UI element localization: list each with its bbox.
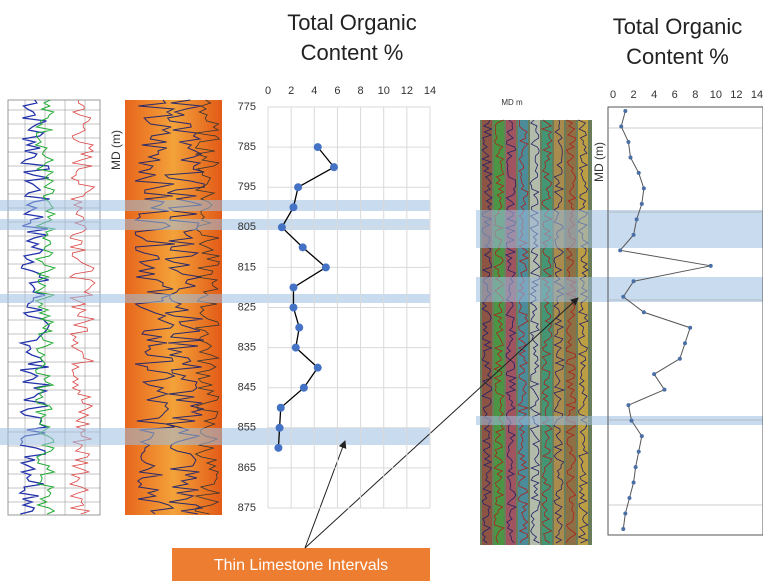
x-tick-label: 6 — [672, 89, 678, 101]
toc-point — [642, 310, 646, 314]
toc-point — [623, 109, 627, 113]
toc-point — [274, 444, 282, 452]
toc-point — [634, 465, 638, 469]
toc-point — [300, 384, 308, 392]
x-tick-label: 0 — [610, 89, 616, 101]
band — [476, 416, 763, 425]
y-axis-label: MD (m) — [592, 142, 606, 182]
toc-point — [635, 217, 639, 221]
toc-point — [276, 424, 284, 432]
toc-point — [289, 283, 297, 291]
figure: Thin Limestone Intervals MD (m) MD (m) M… — [0, 0, 763, 581]
y-tick-label: 855 — [238, 422, 256, 434]
toc-point — [626, 140, 630, 144]
toc-point — [632, 279, 636, 283]
chart-title: Total Organic Content % — [262, 8, 442, 68]
band — [476, 210, 763, 248]
toc-point — [295, 324, 303, 332]
x-tick-label: 2 — [631, 89, 637, 101]
y-tick-label: 875 — [238, 502, 256, 514]
band — [0, 219, 430, 230]
x-tick-label: 10 — [710, 89, 722, 101]
y-tick-label: 805 — [238, 221, 256, 233]
toc-point — [330, 163, 338, 171]
toc-point — [277, 404, 285, 412]
toc-point — [314, 364, 322, 372]
toc-point — [709, 264, 713, 268]
toc-point — [292, 344, 300, 352]
y-tick-label: 775 — [238, 101, 256, 113]
toc-point — [630, 419, 634, 423]
toc-point — [628, 155, 632, 159]
toc-point — [632, 233, 636, 237]
toc-point — [299, 243, 307, 251]
toc-point — [637, 450, 641, 454]
band — [0, 294, 430, 303]
toc-point — [623, 512, 627, 516]
x-tick-label: 8 — [358, 85, 364, 97]
x-tick-label: 4 — [311, 85, 317, 97]
x-tick-label: 0 — [265, 85, 271, 97]
page: Thin Limestone Intervals MD (m) MD (m) M… — [0, 0, 763, 581]
toc-point — [642, 186, 646, 190]
plot-frame — [608, 107, 763, 535]
toc-point — [278, 223, 286, 231]
x-tick-label: 8 — [692, 89, 698, 101]
x-tick-label: 10 — [378, 85, 390, 97]
callout-text: Thin Limestone Intervals — [214, 557, 388, 574]
track-label: MD m — [501, 98, 523, 107]
toc-point — [618, 248, 622, 252]
x-tick-label: 12 — [730, 89, 742, 101]
toc-point — [289, 203, 297, 211]
y-tick-label: 815 — [238, 261, 256, 273]
limestone-bands — [0, 200, 763, 445]
log-image — [125, 100, 222, 515]
y-tick-label: 825 — [238, 301, 256, 313]
y-axis-label: MD (m) — [109, 130, 123, 170]
chart-title: Total Organic Content % — [590, 12, 763, 72]
toc-point — [640, 202, 644, 206]
y-tick-label: 845 — [238, 382, 256, 394]
toc-point — [683, 341, 687, 345]
x-tick-label: 4 — [651, 89, 657, 101]
toc-point — [289, 304, 297, 312]
toc-point — [314, 143, 322, 151]
band — [0, 200, 430, 211]
toc-point — [621, 295, 625, 299]
toc-point — [637, 171, 641, 175]
toc-point — [640, 434, 644, 438]
toc-point — [632, 481, 636, 485]
toc-point — [678, 357, 682, 361]
band — [0, 428, 430, 445]
toc-point — [322, 263, 330, 271]
y-tick-label: 795 — [238, 181, 256, 193]
band — [476, 277, 763, 302]
x-tick-label: 14 — [424, 85, 436, 97]
toc-point — [619, 124, 623, 128]
x-tick-label: 2 — [288, 85, 294, 97]
y-tick-label: 865 — [238, 462, 256, 474]
toc-point — [662, 388, 666, 392]
toc-point — [627, 496, 631, 500]
arrow — [305, 441, 345, 548]
toc-point — [688, 326, 692, 330]
x-tick-label: 14 — [751, 89, 763, 101]
x-tick-label: 6 — [334, 85, 340, 97]
toc-point — [652, 372, 656, 376]
toc-point — [621, 527, 625, 531]
y-tick-label: 835 — [238, 342, 256, 354]
toc-line — [620, 111, 711, 529]
toc-point — [626, 403, 630, 407]
y-tick-label: 785 — [238, 141, 256, 153]
toc-point — [294, 183, 302, 191]
x-tick-label: 12 — [401, 85, 413, 97]
